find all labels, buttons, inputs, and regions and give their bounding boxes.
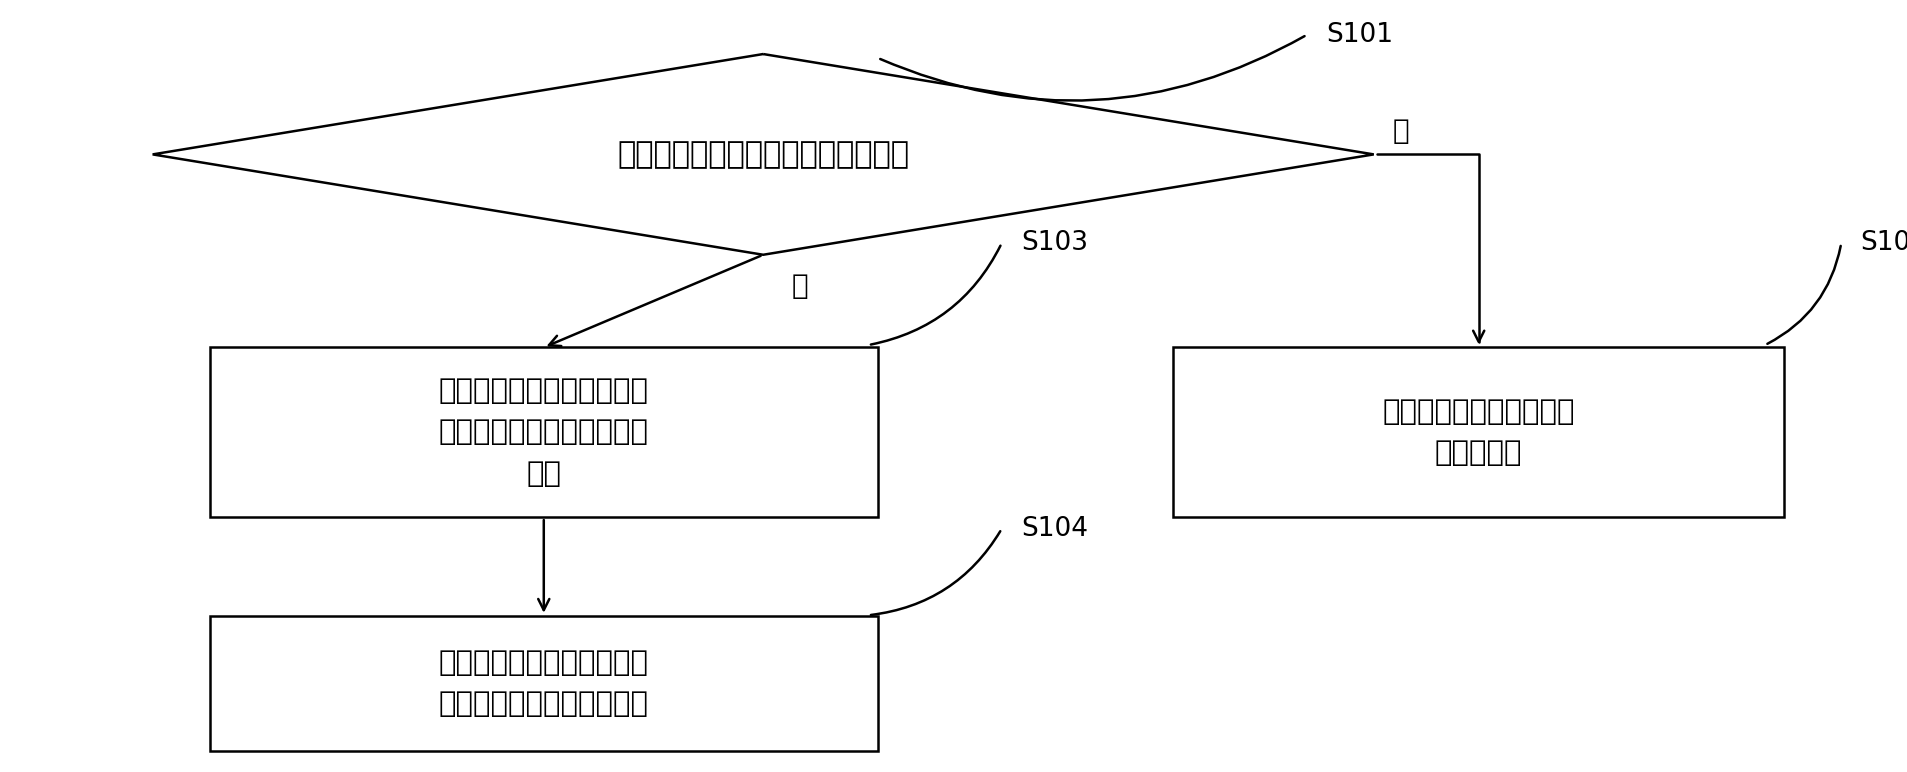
Text: 控制启动修复代码运行，以
使芯片中的各模块成功启动: 控制启动修复代码运行，以 使芯片中的各模块成功启动	[439, 648, 648, 718]
Polygon shape	[153, 54, 1373, 255]
Text: 否: 否	[791, 272, 809, 300]
Bar	[210, 616, 877, 750]
Text: S104: S104	[1020, 516, 1087, 542]
Text: 对芯片中的各模块进行启
动后的操作: 对芯片中的各模块进行启 动后的操作	[1383, 398, 1573, 467]
Text: 是: 是	[1392, 117, 1409, 145]
Text: 判断芯片中的各模块是否均启动成功: 判断芯片中的各模块是否均启动成功	[616, 140, 910, 169]
Text: 从芯片的次级存储器中调用
启动失败的模块的启动修复
代码: 从芯片的次级存储器中调用 启动失败的模块的启动修复 代码	[439, 377, 648, 488]
Bar	[1173, 347, 1783, 517]
Bar	[210, 347, 877, 517]
Text: S101: S101	[1325, 22, 1392, 48]
Text: S103: S103	[1020, 230, 1087, 256]
Text: S102: S102	[1859, 230, 1907, 256]
